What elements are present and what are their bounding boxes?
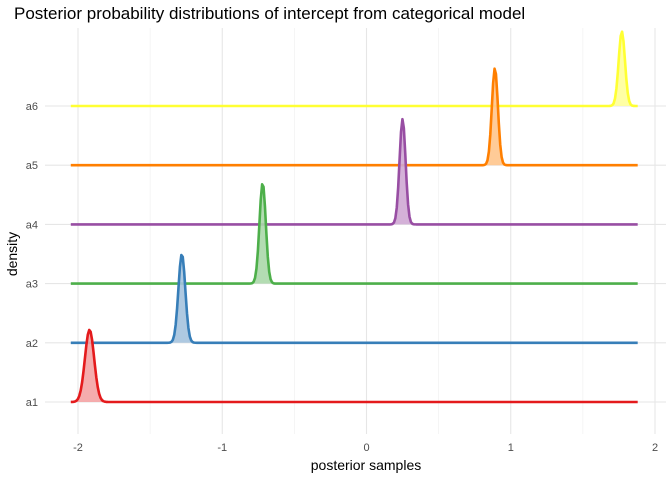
y-tick-label-a6: a6 [26,101,38,113]
ridge-line-a5 [70,67,638,167]
x-tick-label: 0 [363,442,369,454]
grid-lines [45,28,666,434]
x-axis-title: posterior samples [311,457,422,473]
x-tick-label: 1 [508,442,514,454]
ridge-line-a4 [70,117,638,226]
ridge-line-a6 [70,30,638,108]
y-tick-labels: a1 a2 a3 a4 a5 a6 [26,101,38,409]
y-tick-label-a4: a4 [26,219,38,231]
density-ridges [70,30,638,404]
y-tick-label-a1: a1 [26,397,38,409]
ridge-line-a1 [70,328,638,404]
ridge-fill-a3 [70,184,638,284]
ridge-fill-a5 [70,68,638,166]
y-tick-label-a3: a3 [26,279,38,291]
x-tick-label: 2 [652,442,658,454]
ridge-fill-a4 [70,119,638,225]
ridge-fill-a1 [70,329,638,402]
y-tick-label-a2: a2 [26,338,38,350]
ridge-line-a2 [70,253,638,345]
chart-title: Posterior probability distributions of i… [14,4,526,23]
y-tick-label-a5: a5 [26,160,38,172]
ridge-fill-a2 [70,255,638,343]
x-tick-label: -1 [217,442,227,454]
x-tick-labels: -2 -1 0 1 2 [73,442,658,454]
ridge-fill-a6 [70,31,638,106]
ridge-line-a3 [70,183,638,285]
x-tick-label: -2 [73,442,83,454]
y-axis-title: density [4,232,20,276]
